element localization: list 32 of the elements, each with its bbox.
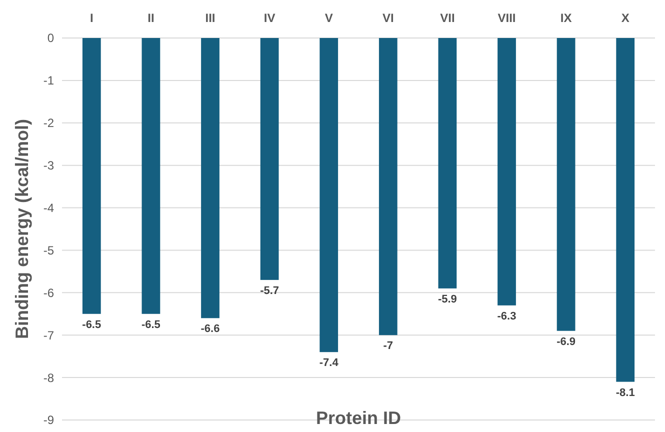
x-tick-label: VIII [498, 11, 516, 25]
x-tick-label: VI [382, 11, 394, 25]
data-label: -6.5 [82, 318, 102, 331]
data-label: -6.3 [497, 310, 516, 322]
x-tick-label: V [324, 11, 333, 25]
data-label: -6.9 [556, 336, 576, 348]
y-tick-label: -1 [43, 74, 54, 88]
x-tick-label: II [148, 11, 154, 25]
y-tick-label: -6 [43, 286, 54, 300]
y-axis-title: Binding energy (kcal/mol) [12, 118, 32, 340]
data-label: -6.6 [200, 323, 220, 336]
y-tick-label: 0 [47, 31, 54, 46]
y-tick-label: -7 [43, 328, 54, 342]
y-tick-label: -4 [43, 200, 54, 215]
x-tick-label: VII [440, 11, 455, 25]
y-tick-label: -8 [43, 370, 54, 385]
x-axis-title: Protein ID [316, 408, 402, 428]
y-tick-label: -2 [43, 116, 54, 130]
data-label: -5.7 [260, 284, 280, 297]
x-tick-label: III [205, 11, 216, 25]
x-tick-label: X [621, 11, 630, 25]
y-tick-label: -3 [43, 158, 54, 173]
y-tick-label: -5 [43, 243, 54, 258]
data-label: -8.1 [616, 386, 635, 399]
data-label: -7.4 [319, 357, 340, 370]
x-tick-label: IV [264, 11, 276, 25]
data-label: -6.5 [141, 318, 160, 331]
data-label: -7 [383, 340, 394, 352]
y-tick-label: -9 [43, 413, 54, 428]
data-label: -5.9 [438, 293, 457, 306]
x-tick-label: IX [560, 11, 572, 25]
x-tick-label: I [90, 11, 94, 25]
